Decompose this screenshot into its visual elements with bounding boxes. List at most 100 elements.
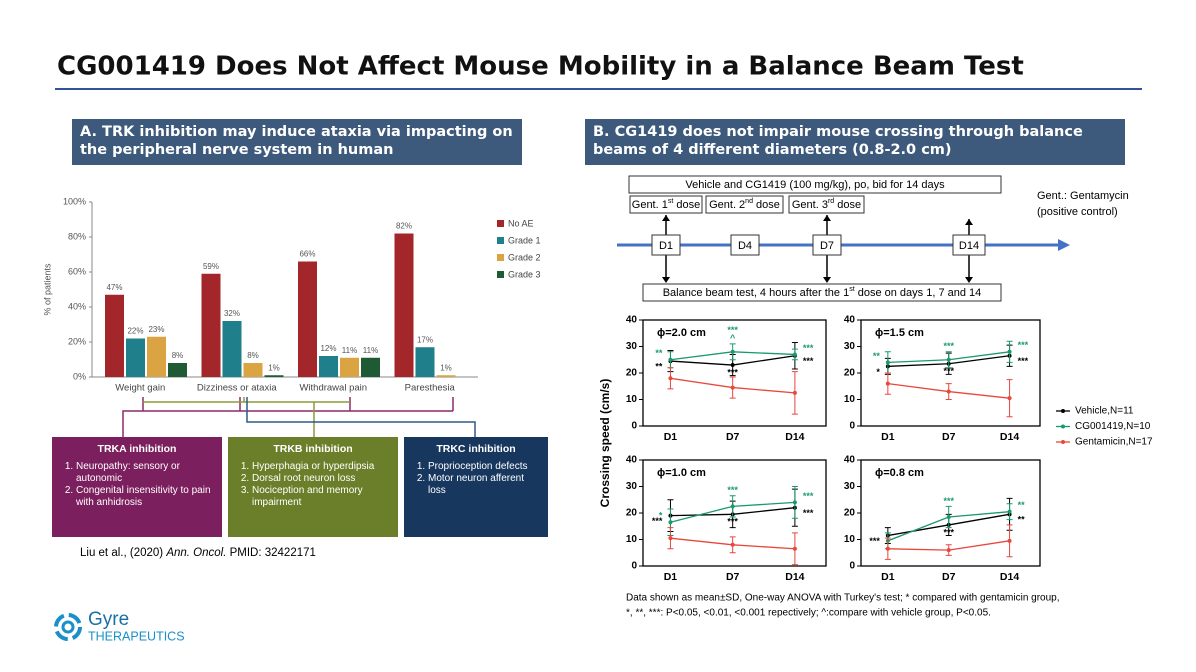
y-tick-label: 10 xyxy=(844,394,856,405)
dose-box xyxy=(788,195,865,214)
dose-box xyxy=(629,195,703,214)
x-tick-label: D14 xyxy=(1000,571,1019,583)
legend-dot xyxy=(1061,424,1065,429)
significance-marker: *** xyxy=(1018,356,1029,366)
day-label: D4 xyxy=(738,240,752,252)
x-tick-label: D1 xyxy=(881,571,895,583)
data-point xyxy=(668,357,673,362)
data-point xyxy=(730,542,735,547)
chart-title: ϕ=2.0 cm xyxy=(657,327,706,339)
trk-box: TRKA inhibition Neuropathy: sensory or au… xyxy=(52,437,222,537)
box-item: Congenital insensitivity to pain with an… xyxy=(76,485,214,509)
box-title: TRKA inhibition xyxy=(97,443,177,455)
y-tick-label: 20 xyxy=(626,368,638,379)
bar xyxy=(415,347,435,377)
data-point xyxy=(1007,349,1012,354)
bar xyxy=(340,357,359,377)
day-label: D14 xyxy=(959,240,979,252)
day-label: D1 xyxy=(659,240,673,252)
treatment-box xyxy=(628,175,1002,194)
data-point xyxy=(885,360,890,365)
footnote: *, **, ***: P<0.05, <0.01, <0.001 repect… xyxy=(626,608,991,619)
legend-swatch xyxy=(497,237,504,244)
value-label: 1% xyxy=(268,363,280,372)
note: (positive control) xyxy=(1037,206,1118,218)
y-tick-label: 80% xyxy=(68,231,86,241)
value-label: 1% xyxy=(440,363,452,372)
dose-box xyxy=(705,195,784,214)
bar xyxy=(394,233,414,377)
y-tick-label: 0 xyxy=(849,421,855,432)
y-tick-label: 40 xyxy=(626,455,638,466)
legend-label: No AE xyxy=(508,218,534,228)
data-point xyxy=(946,514,951,519)
day-box xyxy=(812,234,842,256)
bar xyxy=(222,321,242,377)
text-part: Gent. 3 xyxy=(792,199,828,211)
trk-box: TRKB inhibition Hyperphagia or hyperdipsi… xyxy=(228,437,398,537)
y-tick-label: 30 xyxy=(626,341,638,352)
box-item: Hyperphagia or hyperdipsia xyxy=(252,461,390,473)
data-point xyxy=(885,546,890,551)
y-tick-label: 20% xyxy=(68,336,86,346)
box-list: Hyperphagia or hyperdipsiaDorsal root ne… xyxy=(236,461,390,509)
box-item: Proprioception defects xyxy=(428,461,540,473)
y-axis-label: Crossing speed (cm/s) xyxy=(598,379,612,508)
data-point xyxy=(730,385,735,390)
x-tick-label: D14 xyxy=(785,431,804,443)
significance-marker: ** xyxy=(1018,500,1026,510)
x-tick-label: Paresthesia xyxy=(405,383,456,394)
bar xyxy=(243,363,263,377)
significance-marker: ** xyxy=(655,348,663,358)
value-label: 66% xyxy=(299,250,315,259)
y-tick-label: 30 xyxy=(844,481,856,492)
y-axis-label: % of patients xyxy=(42,263,52,316)
y-tick-label: 10 xyxy=(626,394,638,405)
citation: Liu et al., (2020) Ann. Oncol. PMID: 324… xyxy=(80,547,316,559)
dose-text: Gent. 1st dose xyxy=(632,198,700,211)
y-tick-label: 0 xyxy=(631,561,637,572)
data-point xyxy=(946,357,951,362)
legend-dot xyxy=(1061,440,1065,444)
bar xyxy=(126,338,145,377)
x-tick-label: D1 xyxy=(881,431,895,443)
day-box xyxy=(730,234,760,256)
legend-label: CG001419,N=10 xyxy=(1075,421,1151,432)
x-tick-label: D7 xyxy=(726,431,740,443)
value-label: 22% xyxy=(127,327,143,336)
y-tick-label: 10 xyxy=(626,534,638,545)
legend-label: Grade 3 xyxy=(508,269,541,279)
value-label: 17% xyxy=(417,335,433,344)
significance-marker: *** xyxy=(803,508,814,518)
text-part: Gent. 1 xyxy=(632,199,668,211)
y-tick-label: 20 xyxy=(844,508,856,519)
significance-marker: *** xyxy=(869,536,880,546)
legend-swatch xyxy=(497,220,504,227)
box-list: Proprioception defectsMotor neuron affer… xyxy=(412,461,540,497)
chart-title: ϕ=1.5 cm xyxy=(875,327,924,339)
legend-label: Gentamicin,N=17 xyxy=(1075,437,1153,448)
x-tick-label: Dizziness or ataxia xyxy=(197,383,277,394)
y-tick-label: 20 xyxy=(844,368,856,379)
citation-authors: Liu et al., (2020) xyxy=(80,547,163,559)
value-label: 32% xyxy=(224,309,240,318)
legend-label: Vehicle,N=11 xyxy=(1075,406,1134,417)
data-point xyxy=(792,546,797,551)
y-tick-label: 30 xyxy=(626,481,638,492)
data-point xyxy=(1007,509,1012,514)
x-tick-label: Weight gain xyxy=(115,383,165,394)
value-label: 59% xyxy=(203,262,219,271)
arrowhead xyxy=(823,215,831,221)
box-item: Dorsal root neuron loss xyxy=(252,473,390,485)
legend-swatch xyxy=(497,254,504,261)
data-point xyxy=(668,520,673,525)
arrowhead xyxy=(965,219,973,225)
time-arrowhead xyxy=(1058,239,1070,251)
text-part: dose xyxy=(834,199,861,211)
data-point xyxy=(730,363,735,368)
bar xyxy=(361,357,380,377)
panel-a-heading: A. TRK inhibition may induce ataxia via … xyxy=(72,119,522,165)
value-label: 8% xyxy=(172,351,184,360)
